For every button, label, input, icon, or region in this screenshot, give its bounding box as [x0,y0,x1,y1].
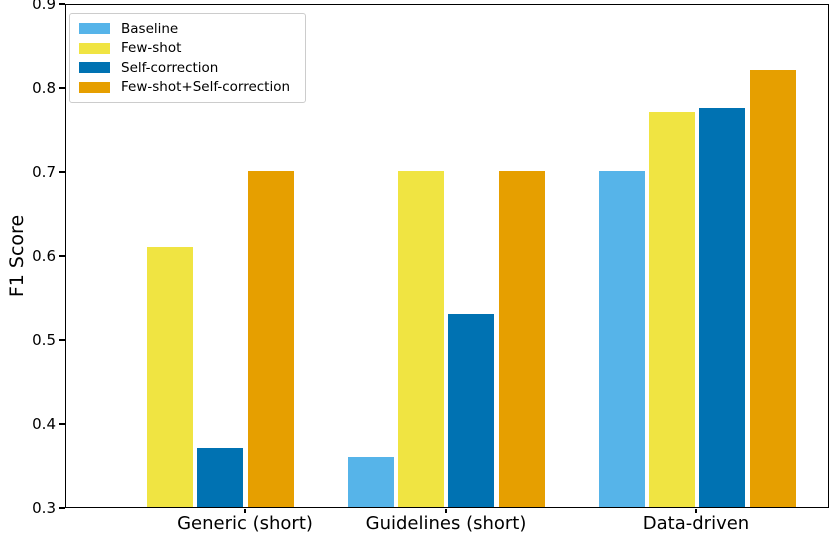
y-tick-mark-0.8 [59,87,65,89]
y-tick-label-0.8: 0.8 [32,78,56,97]
legend-label-self-correction: Self-correction [121,59,219,76]
bar-few-shot-self-correction-guidelines-short- [498,171,545,507]
bar-few-shot-self-correction-data-driven [749,70,796,507]
legend-item-few-shot-self-correction: Few-shot+Self-correction [79,78,296,98]
legend: Baseline Few-shot Self-correction Few-shot+… [69,13,306,103]
legend-item-self-correction: Self-correction [79,58,296,78]
legend-label-few-shot-self-correction: Few-shot+Self-correction [121,79,291,96]
bar-self-correction-generic-short- [197,448,244,507]
bar-few-shot-generic-short- [147,246,194,507]
x-tick-mark-guidelines-short- [445,509,447,513]
y-tick-label-0.6: 0.6 [32,246,56,265]
y-tick-label-0.3: 0.3 [32,498,56,517]
x-tick-label-guidelines-short-: Guidelines (short) [365,513,527,534]
bar-baseline-guidelines-short- [348,456,394,507]
legend-swatch-baseline [79,23,110,35]
legend-swatch-few-shot [79,42,110,54]
x-tick-label-data-driven: Data-driven [642,513,750,534]
legend-swatch-few-shot-self-correction [79,81,110,93]
bar-self-correction-data-driven [699,108,746,507]
y-tick-mark-0.7 [59,171,65,173]
x-tick-label-generic-short-: Generic (short) [177,513,313,534]
bar-baseline-data-driven [599,171,645,507]
legend-label-few-shot: Few-shot [121,40,182,57]
y-tick-mark-0.6 [59,255,65,257]
bar-few-shot-data-driven [649,112,696,507]
x-tick-mark-generic-short- [244,509,246,513]
bar-few-shot-guidelines-short- [398,171,445,507]
y-tick-label-0.4: 0.4 [32,414,56,433]
x-tick-mark-data-driven [695,509,697,513]
y-tick-label-0.9: 0.9 [32,0,56,13]
bar-self-correction-guidelines-short- [448,313,495,507]
y-tick-mark-0.4 [59,423,65,425]
y-tick-mark-0.3 [59,507,65,509]
y-tick-label-0.5: 0.5 [32,330,56,349]
y-tick-mark-0.9 [59,3,65,5]
legend-item-baseline: Baseline [79,19,296,39]
legend-item-few-shot: Few-shot [79,39,296,59]
legend-label-baseline: Baseline [121,20,179,37]
y-tick-label-0.7: 0.7 [32,162,56,181]
bar-few-shot-self-correction-generic-short- [247,171,294,507]
y-tick-mark-0.5 [59,339,65,341]
legend-swatch-self-correction [79,62,110,74]
